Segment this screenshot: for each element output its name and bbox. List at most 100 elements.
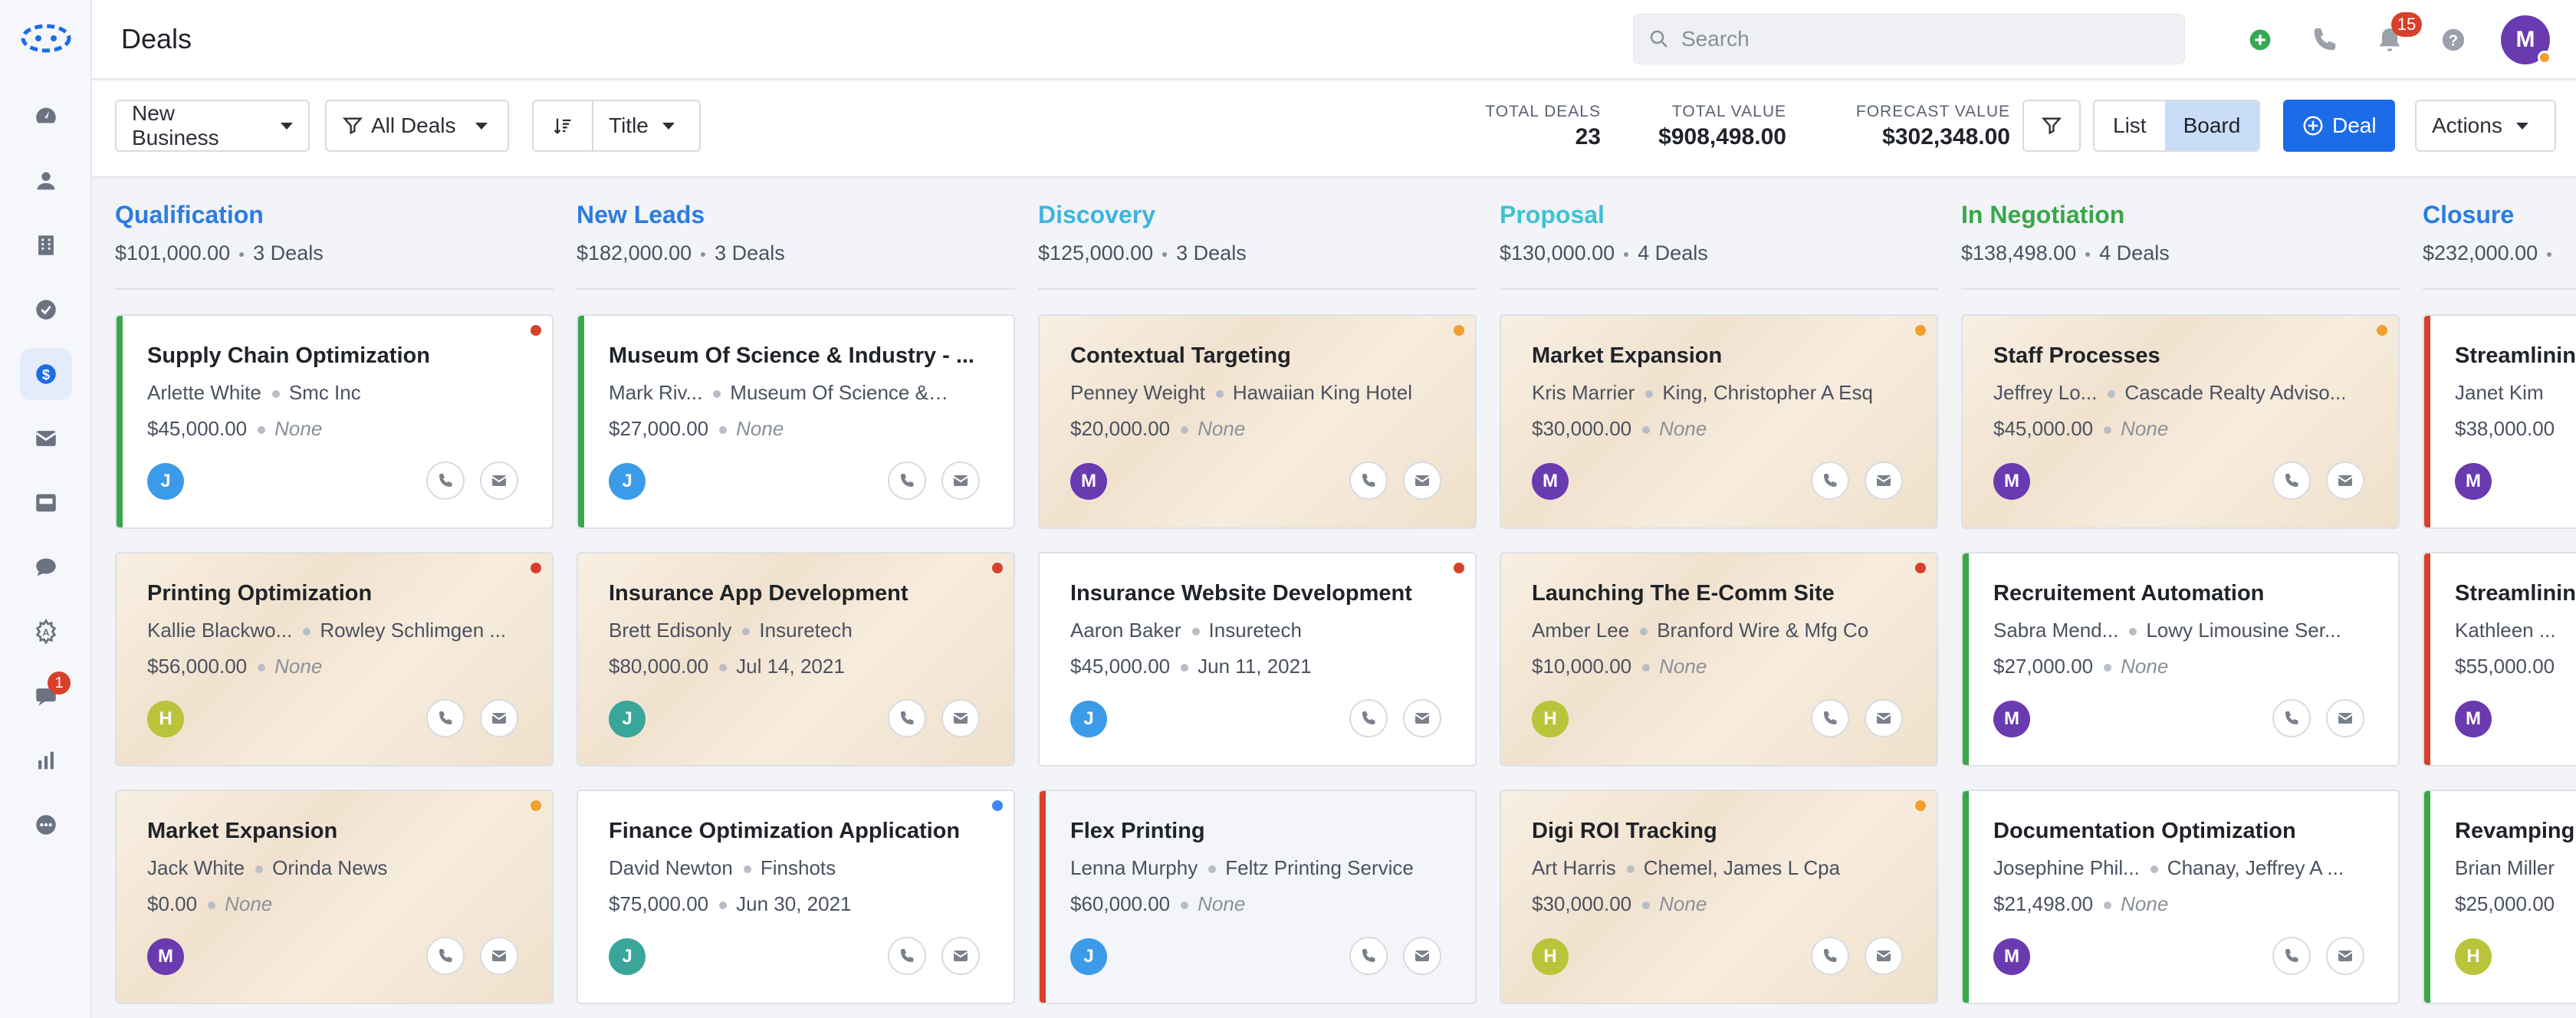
deal-contact[interactable]: Arlette White — [147, 381, 261, 404]
call-button[interactable] — [1349, 461, 1388, 500]
deal-company[interactable]: Cascade Realty Adviso... — [2124, 381, 2347, 404]
owner-avatar[interactable]: M — [1532, 463, 1569, 500]
actions-dropdown[interactable]: Actions — [2415, 100, 2556, 152]
deal-card[interactable]: Flex Printing Lenna Murphy Feltz Printing … — [1038, 790, 1477, 1004]
deal-title[interactable]: Supply Chain Optimization — [147, 343, 430, 368]
phone-button[interactable] — [2308, 23, 2341, 57]
deal-contact[interactable]: Lenna Murphy — [1070, 856, 1198, 879]
owner-avatar[interactable]: M — [1070, 463, 1107, 500]
deal-company[interactable]: Chemel, James L Cpa — [1643, 856, 1841, 879]
deal-title[interactable]: Launching The E-Comm Site — [1532, 581, 1835, 606]
deal-company[interactable]: Chanay, Jeffrey A ... — [2167, 856, 2344, 879]
sidebar-item-contacts[interactable] — [20, 155, 72, 207]
deal-title[interactable]: Staff Processes — [1993, 343, 2160, 368]
call-button[interactable] — [1811, 699, 1849, 737]
deal-contact[interactable]: Kathleen ... — [2455, 619, 2556, 642]
user-avatar[interactable]: M — [2501, 15, 2551, 64]
quick-add-button[interactable] — [2243, 23, 2277, 57]
email-button[interactable] — [1403, 699, 1441, 737]
call-button[interactable] — [888, 699, 926, 737]
call-button[interactable] — [1349, 699, 1388, 737]
sidebar-item-inbox[interactable] — [20, 477, 72, 529]
sidebar-item-reports[interactable] — [20, 734, 72, 786]
deal-card[interactable]: Market Expansion Jack White Orinda News $0.… — [115, 790, 554, 1004]
deal-contact[interactable]: Janet Kim — [2455, 381, 2544, 404]
email-button[interactable] — [941, 461, 980, 500]
call-button[interactable] — [1349, 937, 1388, 975]
owner-avatar[interactable]: M — [147, 938, 184, 975]
deal-card[interactable]: Market Expansion Kris Marrier King, Christ… — [1500, 314, 1938, 529]
advanced-filter-button[interactable] — [2022, 100, 2081, 152]
deal-company[interactable]: Hawaiian King Hotel — [1232, 381, 1412, 404]
deal-card[interactable]: Staff Processes Jeffrey Lo... Cascade Real… — [1961, 314, 2400, 529]
email-button[interactable] — [2326, 699, 2364, 737]
deal-company[interactable]: Museum Of Science & I... — [730, 381, 953, 404]
owner-avatar[interactable]: J — [147, 463, 184, 500]
sidebar-item-chat[interactable] — [20, 541, 72, 593]
deal-card[interactable]: Insurance App Development Brett Edisonly I… — [577, 552, 1015, 767]
deal-card[interactable]: Documentation Optimization Josephine Phil… — [1961, 790, 2400, 1004]
deal-contact[interactable]: Art Harris — [1532, 856, 1616, 879]
owner-avatar[interactable]: M — [1993, 463, 2030, 500]
owner-avatar[interactable]: M — [2455, 463, 2492, 500]
call-button[interactable] — [1811, 937, 1849, 975]
deal-contact[interactable]: Kallie Blackwo... — [147, 619, 293, 642]
email-button[interactable] — [1865, 461, 1903, 500]
pipeline-dropdown[interactable]: New Business — [115, 100, 310, 152]
notifications-button[interactable]: 15 — [2373, 12, 2422, 57]
deal-title[interactable]: Museum Of Science & Industry - ... — [609, 343, 974, 368]
deal-card[interactable]: Supply Chain Optimization Arlette White Sm… — [115, 314, 554, 529]
deal-company[interactable]: Finshots — [760, 856, 836, 879]
deal-title[interactable]: Printing Optimization — [147, 581, 373, 606]
deal-company[interactable]: Smc Inc — [288, 381, 361, 404]
deal-contact[interactable]: Jeffrey Lo... — [1993, 381, 2098, 404]
call-button[interactable] — [2272, 699, 2311, 737]
call-button[interactable] — [888, 937, 926, 975]
deal-title[interactable]: Recruitement Automation — [1993, 581, 2265, 606]
deal-company[interactable]: Rowley Schlimgen ... — [320, 619, 507, 642]
deal-company[interactable]: King, Christopher A Esq — [1662, 381, 1873, 404]
help-button[interactable]: ? — [2436, 23, 2470, 57]
email-button[interactable] — [480, 699, 518, 737]
deal-contact[interactable]: Brian Miller — [2455, 856, 2555, 879]
deal-title[interactable]: Flex Printing — [1070, 819, 1205, 843]
deal-title[interactable]: Streamlinin — [2455, 343, 2576, 368]
call-button[interactable] — [426, 937, 465, 975]
deal-card[interactable]: Streamlinin Kathleen ... $55,000.00 M — [2423, 552, 2576, 767]
owner-avatar[interactable]: H — [1532, 938, 1569, 975]
deal-company[interactable]: Orinda News — [272, 856, 388, 879]
deal-card[interactable]: Insurance Website Development Aaron Baker… — [1038, 552, 1477, 767]
email-button[interactable] — [480, 937, 518, 975]
deal-contact[interactable]: David Newton — [609, 856, 733, 879]
deal-title[interactable]: Insurance Website Development — [1070, 581, 1412, 606]
deal-card[interactable]: Streamlinin Janet Kim $38,000.00 M — [2423, 314, 2576, 529]
owner-avatar[interactable]: H — [1532, 701, 1569, 737]
deal-card[interactable]: Museum Of Science & Industry - ... Mark R… — [577, 314, 1015, 529]
email-button[interactable] — [941, 699, 980, 737]
deal-card[interactable]: Digi ROI Tracking Art Harris Chemel, James… — [1500, 790, 1938, 1004]
call-button[interactable] — [426, 461, 465, 500]
deal-contact[interactable]: Kris Marrier — [1532, 381, 1635, 404]
deal-title[interactable]: Digi ROI Tracking — [1532, 819, 1717, 843]
deal-contact[interactable]: Josephine Phil... — [1993, 856, 2140, 879]
call-button[interactable] — [1811, 461, 1849, 500]
app-logo-icon[interactable] — [20, 21, 72, 55]
deal-card[interactable]: Finance Optimization Application David Ne… — [577, 790, 1015, 1004]
sidebar-item-email[interactable] — [20, 412, 72, 465]
search-input[interactable] — [1681, 27, 2157, 51]
call-button[interactable] — [2272, 461, 2311, 500]
deal-contact[interactable]: Sabra Mend... — [1993, 619, 2119, 642]
sidebar-item-dashboard[interactable] — [20, 90, 72, 143]
email-button[interactable] — [2326, 461, 2364, 500]
deal-company[interactable]: Branford Wire & Mfg Co — [1657, 619, 1869, 642]
deal-contact[interactable]: Brett Edisonly — [609, 619, 732, 642]
owner-avatar[interactable]: J — [609, 938, 646, 975]
email-button[interactable] — [480, 461, 518, 500]
call-button[interactable] — [2272, 937, 2311, 975]
deal-company[interactable]: Lowy Limousine Ser... — [2146, 619, 2341, 642]
sidebar-item-deals[interactable]: $ — [20, 348, 72, 400]
deal-card[interactable]: Printing Optimization Kallie Blackwo... Ro… — [115, 552, 554, 767]
email-button[interactable] — [1403, 937, 1441, 975]
deal-card[interactable]: Launching The E-Comm Site Amber Lee Branfo… — [1500, 552, 1938, 767]
deal-company[interactable]: Insuretech — [759, 619, 853, 642]
